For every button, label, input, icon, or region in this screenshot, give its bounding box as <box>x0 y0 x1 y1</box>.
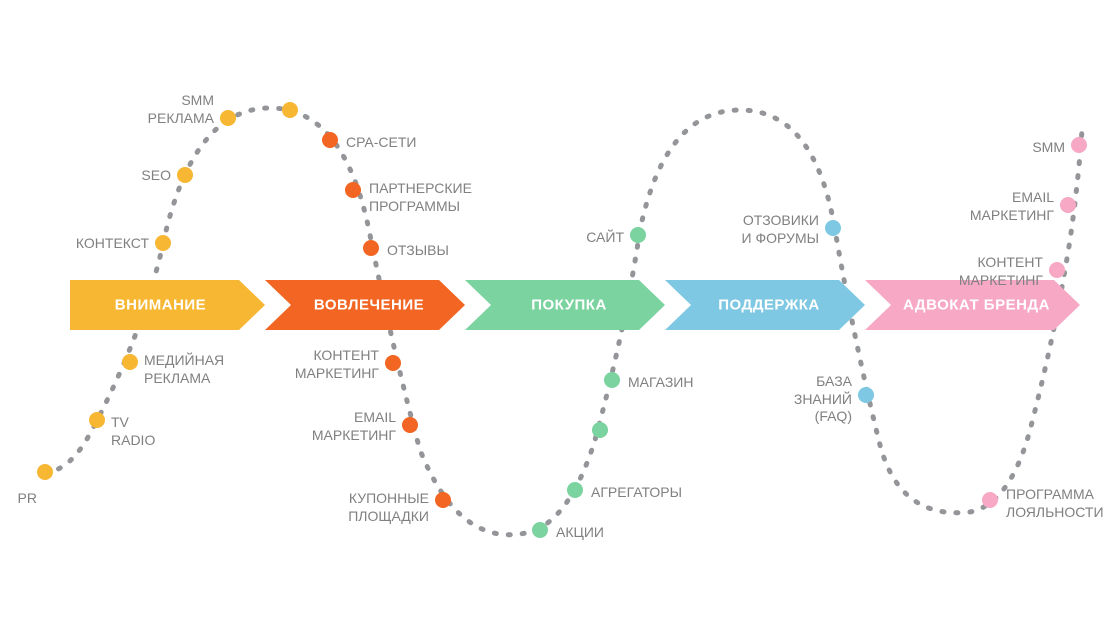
node-label: PR <box>18 490 37 508</box>
node-label: EMAIL МАРКЕТИНГ <box>312 409 396 444</box>
node-dot <box>567 482 583 498</box>
node-label: SMM РЕКЛАМА <box>148 92 214 127</box>
node-dot <box>532 522 548 538</box>
node-dot <box>435 492 451 508</box>
node-label: EMAIL МАРКЕТИНГ <box>970 189 1054 224</box>
node-dot <box>345 182 361 198</box>
node-dot <box>282 102 298 118</box>
node-dot <box>89 412 105 428</box>
node-label: КУПОННЫЕ ПЛОЩАДКИ <box>348 490 429 525</box>
node-label: САЙТ <box>586 229 624 247</box>
stage-label-advocate: АДВОКАТ БРЕНДА <box>903 297 1050 314</box>
node-dot <box>37 464 53 480</box>
node-label: CPA-СЕТИ <box>346 134 416 152</box>
node-label: КОНТЕНТ МАРКЕТИНГ <box>295 347 379 382</box>
stage-label-engage: ВОВЛЕЧЕНИЕ <box>314 297 424 314</box>
node-label: ПАРТНЕРСКИЕ ПРОГРАММЫ <box>369 180 472 215</box>
node-label: КОНТЕНТ МАРКЕТИНГ <box>959 254 1043 289</box>
node-label: МЕДИЙНАЯ РЕКЛАМА <box>144 352 224 387</box>
node-dot <box>220 110 236 126</box>
node-dot <box>177 167 193 183</box>
node-label: АГРЕГАТОРЫ <box>591 484 682 502</box>
node-dot <box>322 132 338 148</box>
node-dot <box>825 220 841 236</box>
node-label: ОТЗОВИКИ И ФОРУМЫ <box>742 212 819 247</box>
node-dot <box>385 355 401 371</box>
node-dot <box>1060 197 1076 213</box>
node-label: ПРОГРАММА ЛОЯЛЬНОСТИ <box>1006 486 1104 521</box>
node-dot <box>630 227 646 243</box>
node-dot <box>363 240 379 256</box>
node-dot <box>1071 137 1087 153</box>
node-dot <box>155 235 171 251</box>
stage-label-purchase: ПОКУПКА <box>531 297 607 314</box>
node-label: SMM <box>1032 139 1065 157</box>
node-dot <box>1049 262 1065 278</box>
node-label: ОТЗЫВЫ <box>387 242 449 260</box>
node-label: КОНТЕКСТ <box>76 235 149 253</box>
node-dot <box>122 354 138 370</box>
stage-label-support: ПОДДЕРЖКА <box>718 297 819 314</box>
node-dot <box>858 387 874 403</box>
node-label: SEO <box>141 167 171 185</box>
node-dot <box>604 372 620 388</box>
node-label: БАЗА ЗНАНИЙ (FAQ) <box>794 373 852 426</box>
node-label: МАГАЗИН <box>628 374 693 392</box>
node-label: АКЦИИ <box>556 524 604 542</box>
customer-journey-diagram: ВНИМАНИЕ ВОВЛЕЧЕНИЕ ПОКУПКА ПОДДЕРЖКА АДВОКА… <box>0 0 1120 630</box>
stage-label-attention: ВНИМАНИЕ <box>115 297 206 314</box>
node-label: TV RADIO <box>111 414 155 449</box>
node-dot <box>592 422 608 438</box>
node-dot <box>402 417 418 433</box>
node-dot <box>982 492 998 508</box>
